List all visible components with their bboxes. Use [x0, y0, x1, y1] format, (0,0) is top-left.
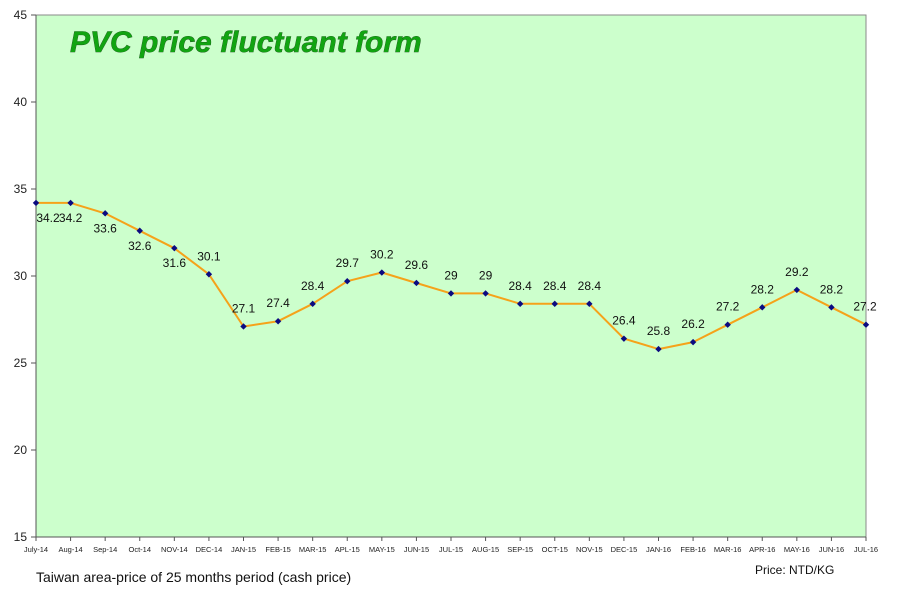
- data-point: [516, 300, 524, 308]
- x-tick-label: DEC-15: [611, 545, 638, 554]
- data-label: 32.6: [128, 239, 152, 253]
- data-point: [413, 279, 420, 287]
- x-tick-label: JUL-16: [854, 545, 878, 554]
- x-tick-label: Aug-14: [58, 545, 82, 554]
- data-point: [32, 199, 40, 207]
- y-axis: 15 20 25 30 35 40 45: [14, 8, 37, 544]
- x-tick-label: NOV-15: [576, 545, 603, 554]
- y-tick-label: 25: [14, 356, 28, 370]
- data-label: 26.2: [681, 317, 705, 331]
- y-tick-label: 40: [14, 95, 28, 109]
- data-point: [309, 300, 316, 308]
- data-point: [67, 199, 74, 207]
- data-point: [101, 210, 109, 217]
- data-point: [793, 286, 801, 294]
- y-tick-label: 20: [14, 443, 28, 457]
- data-point: [724, 321, 731, 328]
- data-label: 30.1: [197, 249, 221, 263]
- x-tick-label: NOV-14: [161, 545, 188, 554]
- x-tick-label: OCT-15: [542, 545, 568, 554]
- x-tick-label: JUL-15: [439, 545, 463, 554]
- data-label: 34.2: [59, 211, 83, 225]
- data-point: [378, 269, 386, 276]
- data-label: 28.4: [301, 279, 325, 293]
- data-point: [862, 321, 870, 328]
- data-label: 28.2: [820, 282, 844, 296]
- data-point: [240, 323, 247, 330]
- plot-area: [35, 14, 867, 538]
- data-point: [447, 290, 455, 297]
- data-label: 28.4: [578, 279, 602, 293]
- data-label: 29: [444, 268, 458, 282]
- x-tick-label: AUG-15: [472, 545, 499, 554]
- data-label: 29.2: [785, 265, 809, 279]
- data-label: 26.4: [612, 314, 636, 328]
- data-label: 33.6: [93, 221, 117, 235]
- y-tick-label: 45: [14, 8, 28, 22]
- data-point: [482, 290, 489, 297]
- x-axis: July-14 Aug-14 Sep-14 Oct-14 NOV-14 DEC-14 JAN…: [24, 536, 878, 554]
- data-label: 27.4: [266, 296, 290, 310]
- chart-title: PVC price fluctuant form: [70, 26, 422, 59]
- data-label: 29: [479, 268, 493, 282]
- data-label: 28.2: [751, 282, 775, 296]
- data-label: 30.2: [370, 248, 394, 262]
- x-tick-label: JUN-16: [819, 545, 844, 554]
- data-point: [759, 304, 766, 311]
- x-tick-label: SEP-15: [507, 545, 533, 554]
- x-tick-label: FEB-16: [680, 545, 705, 554]
- data-label: 25.8: [647, 324, 671, 338]
- x-tick-label: MAR-15: [299, 545, 327, 554]
- data-markers: [32, 199, 870, 353]
- data-point: [344, 278, 351, 285]
- data-point: [655, 345, 662, 353]
- data-point: [620, 335, 628, 342]
- x-tick-label: MAY-15: [369, 545, 395, 554]
- price-unit-label: Price: NTD/KG: [755, 563, 835, 577]
- data-label: 29.7: [336, 256, 360, 270]
- data-point: [551, 300, 558, 308]
- data-label: 29.6: [405, 258, 429, 272]
- data-point: [689, 338, 697, 346]
- x-tick-label: MAY-16: [784, 545, 810, 554]
- x-tick-label: JAN-15: [231, 545, 256, 554]
- data-labels: 34.2 34.2 33.6 32.6 31.6 30.1 27.1 27.4 28.4 29.7…: [36, 211, 877, 338]
- y-tick-label: 30: [14, 269, 28, 283]
- data-label: 27.2: [716, 300, 740, 314]
- x-tick-label: JAN-16: [646, 545, 671, 554]
- data-label: 31.6: [163, 256, 187, 270]
- data-point: [205, 271, 213, 278]
- data-point: [828, 304, 835, 311]
- x-tick-label: APL-15: [335, 545, 360, 554]
- x-tick-label: July-14: [24, 545, 48, 554]
- data-label: 27.2: [853, 300, 877, 314]
- y-tick-label: 15: [14, 530, 28, 544]
- x-tick-label: DEC-14: [196, 545, 223, 554]
- x-tick-label: FEB-15: [265, 545, 290, 554]
- x-tick-label: JUN-15: [404, 545, 429, 554]
- data-point: [274, 318, 282, 325]
- x-tick-label: Sep-14: [93, 545, 117, 554]
- x-tick-label: APR-16: [749, 545, 775, 554]
- data-point: [136, 227, 143, 234]
- x-tick-label: Oct-14: [128, 545, 151, 554]
- y-tick-label: 35: [14, 182, 28, 196]
- data-label: 28.4: [508, 279, 532, 293]
- data-point: [586, 300, 593, 308]
- data-label: 34.2: [36, 211, 60, 225]
- data-label: 27.1: [232, 301, 256, 315]
- x-tick-label: MAR-16: [714, 545, 742, 554]
- data-label: 28.4: [543, 279, 567, 293]
- chart-caption: Taiwan area-price of 25 months period (c…: [36, 569, 352, 585]
- data-point: [171, 244, 178, 252]
